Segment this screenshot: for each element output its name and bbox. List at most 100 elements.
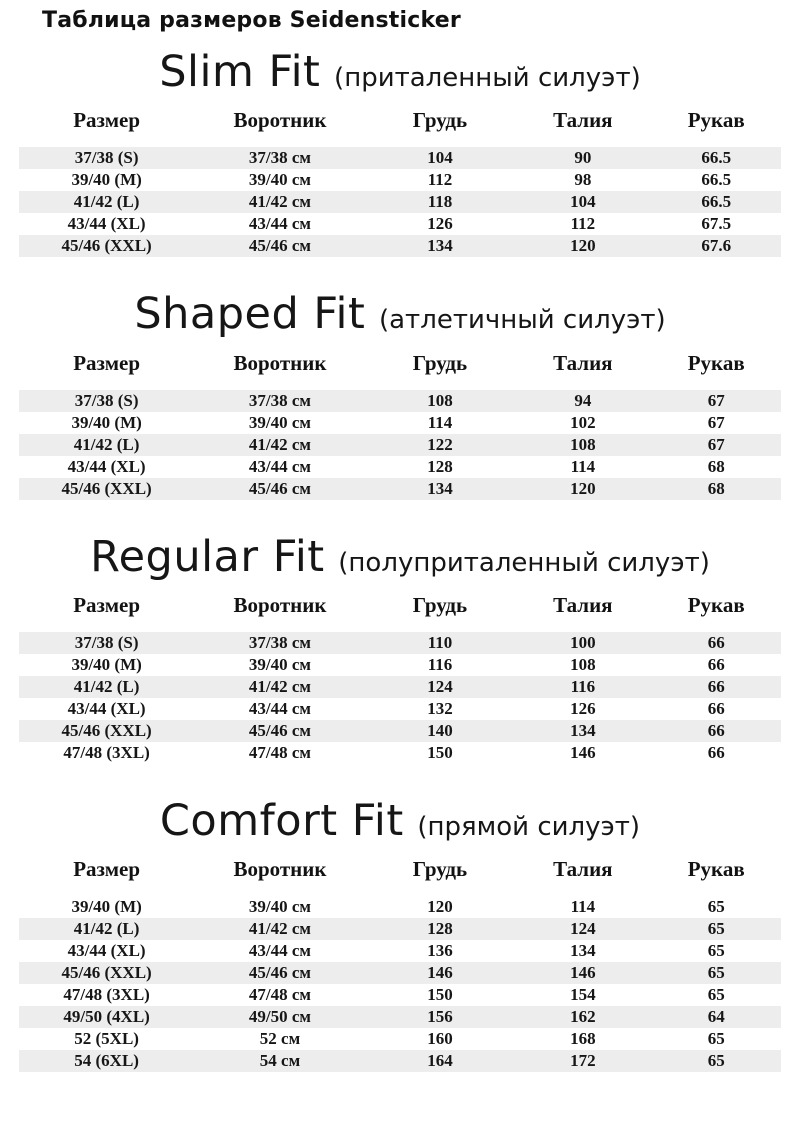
table-cell: 154: [570, 985, 596, 1005]
fit-section: Comfort Fit (прямой силуэт) Размер Воротн…: [0, 797, 800, 1073]
section-subtitle: (приталенный силуэт): [334, 63, 641, 93]
column-header: Рукав: [687, 350, 745, 375]
table-cell: 108: [514, 433, 652, 456]
table-cell: 124: [365, 675, 515, 698]
table-row: 37/38 (S) 37/38 см 108 94 67: [19, 389, 781, 412]
table-cell: 37/38 см: [194, 147, 366, 170]
table-cell: 66: [707, 654, 725, 674]
table-row: 52 (5XL) 52 см 160 168 65: [19, 1028, 781, 1050]
section-subtitle: (прямой силуэт): [417, 811, 641, 842]
column-header: Воротник: [233, 350, 327, 375]
table-cell: 66.5: [651, 191, 781, 214]
table-body: 37/38 (S) 37/38 см 104 90 66.5 39/40 (M) 39/40…: [19, 147, 781, 258]
table-cell: 49/50 см: [194, 1006, 366, 1029]
fit-section: Regular Fit (полуприталенный силуэт) Раз…: [0, 531, 800, 764]
table-body: 39/40 (M) 39/40 см 120 114 65 41/42 (L) 41/42 …: [19, 896, 781, 1073]
table-row: 45/46 (XXL) 45/46 см 134 120 68: [19, 477, 781, 500]
table-cell: 136: [427, 941, 453, 961]
table-row: 45/46 (XXL) 45/46 см 140 134 66: [19, 719, 781, 742]
table-cell: 45/46 см: [194, 235, 366, 258]
page-title: Таблица размеров Seidensticker: [42, 8, 461, 33]
table-row: 39/40 (M) 39/40 см 120 114 65: [19, 896, 781, 918]
table-cell: 118: [365, 191, 515, 214]
section-title: Slim Fit: [159, 47, 321, 97]
table-cell: 64: [651, 1006, 781, 1029]
table-cell: 128: [365, 918, 515, 941]
table-cell: 47/48 см: [248, 742, 312, 762]
table-cell: 45/46 (XXL): [19, 235, 195, 258]
fit-section: Slim Fit (приталенный силуэт) Размер Воро…: [0, 47, 800, 258]
column-header: Грудь: [412, 857, 468, 882]
header-row: Размер Воротник Грудь Талия Рукав: [19, 108, 781, 147]
table-cell: 134: [514, 719, 652, 742]
table-row: 43/44 (XL) 43/44 см 136 134 65: [19, 940, 781, 962]
table-cell: 66: [651, 675, 781, 698]
table-cell: 116: [427, 654, 453, 674]
table-row: 49/50 (4XL) 49/50 см 156 162 64: [19, 1006, 781, 1029]
table-row: 37/38 (S) 37/38 см 104 90 66.5: [19, 147, 781, 170]
table-cell: 134: [365, 477, 515, 500]
table-cell: 43/44 (XL): [67, 456, 146, 476]
column-header: Грудь: [412, 592, 468, 617]
column-header: Воротник: [233, 857, 327, 882]
table-cell: 66: [707, 698, 725, 718]
table-cell: 45/46 (XXL): [19, 962, 195, 985]
section-subtitle: (атлетичный силуэт): [378, 305, 666, 336]
section-heading: Regular Fit (полуприталенный силуэт): [0, 531, 800, 582]
column-header: Размер: [73, 592, 141, 617]
table-cell: 47/48 (3XL): [63, 985, 150, 1005]
table-cell: 65: [651, 1050, 781, 1073]
sections-container: Slim Fit (приталенный силуэт) Размер Воро…: [0, 47, 800, 1073]
table-cell: 67: [707, 412, 725, 432]
table-cell: 120: [427, 897, 453, 917]
table-cell: 66.5: [651, 147, 781, 170]
table-cell: 66.5: [701, 170, 732, 190]
table-cell: 37/38 см: [194, 631, 366, 654]
table-body: 37/38 (S) 37/38 см 108 94 67 39/40 (M) 39/40 с…: [19, 389, 781, 500]
table-cell: 110: [365, 631, 515, 654]
table-cell: 39/40 см: [248, 170, 312, 190]
section-heading: Shaped Fit (атлетичный силуэт): [0, 291, 800, 338]
table-cell: 39/40 (M): [71, 897, 142, 917]
table-cell: 108: [365, 389, 515, 412]
table-cell: 54 см: [194, 1050, 366, 1073]
column-header: Размер: [73, 350, 141, 375]
section-title: Regular Fit: [90, 531, 325, 582]
column-header: Размер: [73, 108, 141, 133]
table-cell: 128: [427, 456, 453, 476]
table-cell: 122: [365, 433, 515, 456]
table-row: 39/40 (M) 39/40 см 114 102 67: [19, 412, 781, 434]
column-header: Талия: [553, 350, 613, 375]
table-row: 45/46 (XXL) 45/46 см 134 120 67.6: [19, 235, 781, 258]
table-cell: 54 (6XL): [19, 1050, 195, 1073]
table-cell: 102: [570, 412, 596, 432]
table-cell: 39/40 (M): [71, 170, 142, 190]
table-row: 37/38 (S) 37/38 см 110 100 66: [19, 631, 781, 654]
table-cell: 43/44 см: [248, 698, 312, 718]
size-chart-page: Таблица размеров Seidensticker Slim Fit …: [0, 8, 800, 1073]
table-row: 47/48 (3XL) 47/48 см 150 154 65: [19, 984, 781, 1006]
table-cell: 66: [707, 742, 725, 762]
table-cell: 162: [514, 1006, 652, 1029]
column-header: Талия: [553, 592, 613, 617]
table-cell: 45/46 см: [194, 719, 366, 742]
column-header: Грудь: [412, 108, 468, 133]
column-header: Воротник: [233, 592, 327, 617]
table-cell: 43/44 см: [248, 214, 312, 234]
table-cell: 98: [574, 170, 592, 190]
table-cell: 90: [514, 147, 652, 170]
section-heading: Slim Fit (приталенный силуэт): [0, 47, 800, 97]
table-cell: 126: [427, 214, 453, 234]
table-cell: 45/46 см: [194, 962, 366, 985]
column-header: Грудь: [412, 350, 468, 375]
table-cell: 112: [427, 170, 453, 190]
table-cell: 94: [514, 389, 652, 412]
header-row: Размер Воротник Грудь Талия Рукав: [19, 351, 781, 390]
table-cell: 168: [570, 1029, 596, 1049]
table-row: 41/42 (L) 41/42 см 128 124 65: [19, 918, 781, 941]
table-cell: 67.6: [651, 235, 781, 258]
size-table: Размер Воротник Грудь Талия Рукав 37/38 (S) 3…: [19, 351, 781, 500]
table-cell: 39/40 (M): [71, 654, 142, 674]
table-body: 37/38 (S) 37/38 см 110 100 66 39/40 (M) 39/40 …: [19, 631, 781, 764]
table-cell: 41/42 см: [194, 433, 366, 456]
